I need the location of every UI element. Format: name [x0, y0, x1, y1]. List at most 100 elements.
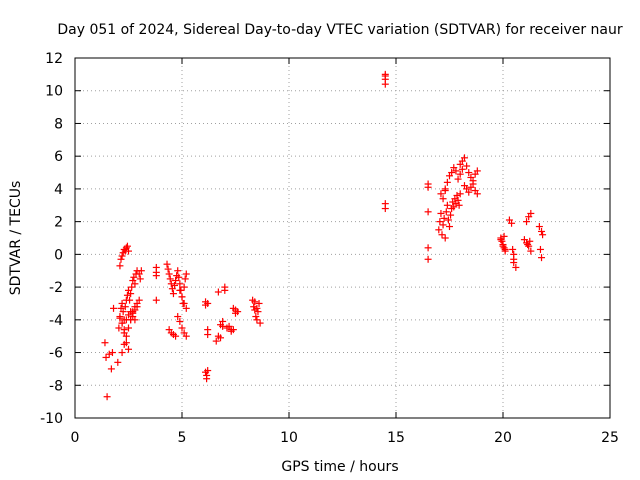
y-tick-label: 8: [54, 116, 63, 132]
data-point: [176, 286, 184, 294]
data-point: [439, 221, 447, 229]
data-point: [234, 308, 242, 316]
data-point: [253, 316, 261, 324]
x-tick-label: 20: [494, 430, 512, 446]
data-point: [131, 280, 139, 288]
data-point: [455, 201, 463, 209]
data-point: [119, 308, 127, 316]
data-point: [523, 218, 531, 226]
data-point: [424, 208, 432, 216]
data-point: [125, 247, 132, 255]
data-point: [424, 244, 432, 252]
data-point: [219, 322, 227, 330]
data-point: [125, 345, 132, 353]
data-point: [118, 252, 126, 260]
data-point: [136, 275, 144, 283]
data-point: [469, 180, 477, 188]
data-point: [163, 260, 171, 268]
data-point: [118, 349, 126, 357]
data-point: [204, 331, 212, 339]
data-point: [500, 244, 508, 252]
data-point: [447, 211, 455, 219]
data-point: [508, 219, 516, 227]
data-point: [254, 308, 262, 316]
data-point: [500, 232, 508, 240]
data-point: [381, 80, 389, 88]
data-point: [118, 319, 126, 327]
data-point: [473, 190, 481, 198]
y-tick-label: -2: [49, 280, 63, 296]
data-point: [123, 242, 131, 250]
x-axis-label: GPS time / hours: [281, 459, 398, 475]
data-point: [105, 350, 113, 358]
data-point: [436, 218, 444, 226]
data-point: [203, 375, 211, 383]
x-tick-label: 25: [601, 430, 619, 446]
data-point: [454, 175, 462, 183]
y-axis-label: SDTVAR / TECUs: [8, 181, 24, 296]
y-tick-label: -4: [49, 313, 63, 329]
data-point: [465, 169, 473, 177]
data-point: [498, 237, 506, 245]
data-point: [175, 273, 183, 281]
x-tick-label: 5: [178, 430, 187, 446]
data-point: [251, 298, 259, 306]
data-point: [456, 190, 464, 198]
x-tick-label: 0: [71, 430, 80, 446]
data-point: [456, 170, 464, 178]
y-tick-label: -6: [49, 346, 63, 362]
data-point: [465, 188, 473, 196]
data-point: [539, 231, 547, 239]
data-point: [510, 255, 518, 263]
data-point: [525, 242, 533, 250]
data-point: [108, 349, 116, 357]
data-point: [536, 245, 544, 253]
data-point: [227, 326, 235, 334]
data-point: [174, 267, 182, 275]
data-point: [439, 195, 447, 203]
y-tick-label: 10: [45, 84, 63, 100]
data-point: [172, 277, 180, 285]
data-point: [103, 393, 111, 401]
data-point: [137, 267, 145, 275]
data-point: [441, 234, 449, 242]
data-point: [178, 293, 186, 301]
data-point: [117, 255, 125, 263]
y-tick-label: -8: [49, 378, 63, 394]
data-point: [171, 281, 179, 289]
data-point: [214, 288, 222, 296]
data-point: [435, 226, 443, 234]
data-point: [107, 365, 115, 373]
data-point: [473, 167, 481, 175]
data-point: [524, 241, 532, 249]
data-point: [497, 236, 505, 244]
data-point: [453, 191, 461, 199]
data-point: [152, 296, 160, 304]
data-point: [460, 154, 468, 162]
data-point: [176, 317, 184, 325]
data-point: [128, 283, 136, 291]
plot-frame: [74, 57, 611, 419]
data-point: [381, 205, 389, 213]
y-tick-label: 0: [54, 247, 63, 263]
y-tick-label: 4: [54, 182, 63, 198]
y-tick-label: -10: [40, 411, 63, 427]
data-point: [125, 324, 132, 332]
data-point: [250, 303, 258, 311]
data-point: [424, 255, 432, 263]
data-point: [448, 169, 456, 177]
data-point: [538, 254, 546, 262]
data-point: [172, 332, 180, 340]
data-point: [204, 299, 212, 307]
data-point: [440, 214, 448, 222]
chart-title: Day 051 of 2024, Sidereal Day-to-day VTE…: [57, 22, 623, 38]
data-point: [118, 299, 126, 307]
data-point: [527, 209, 535, 217]
data-point: [127, 290, 135, 298]
data-point: [443, 178, 451, 186]
data-point: [538, 227, 546, 235]
data-point: [102, 353, 110, 361]
data-point: [437, 209, 445, 217]
data-point: [512, 263, 520, 271]
